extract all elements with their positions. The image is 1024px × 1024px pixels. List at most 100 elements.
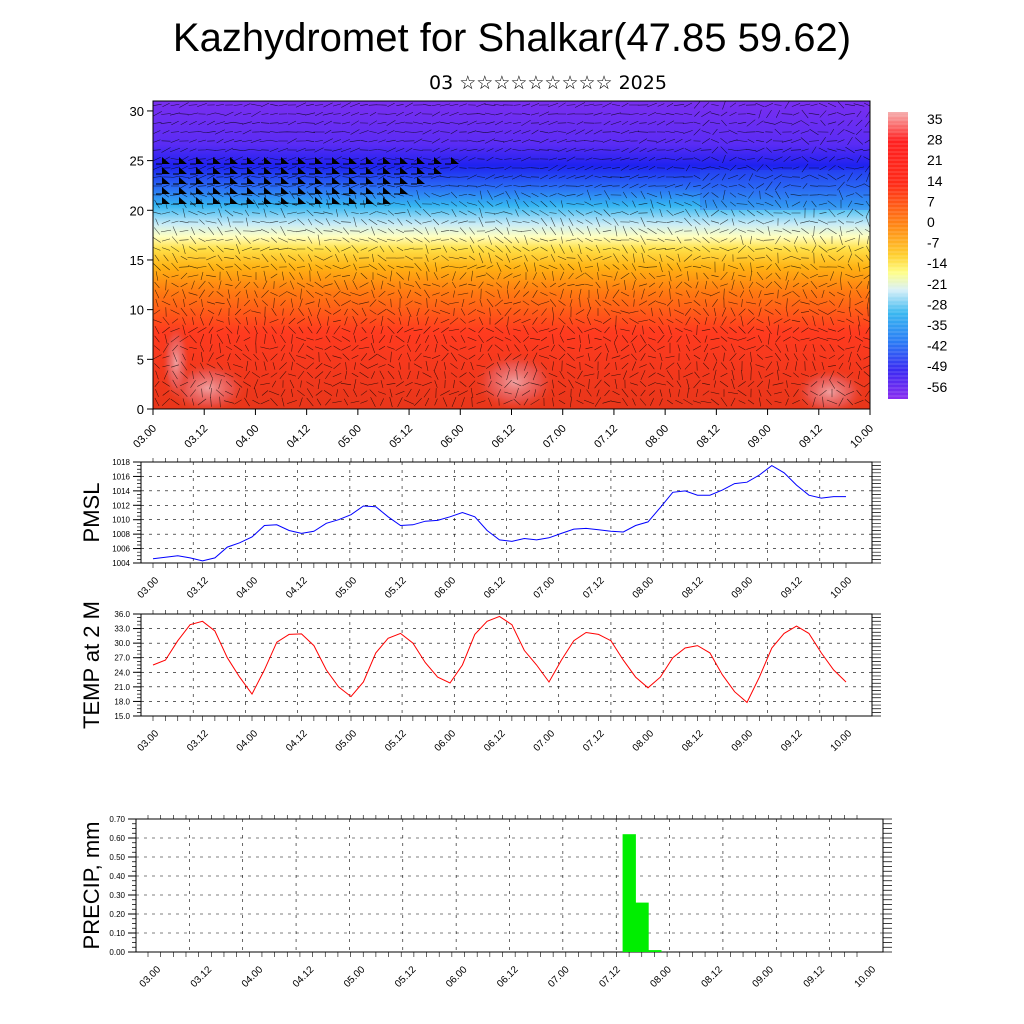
x-tick-label: 04.00: [240, 964, 266, 990]
y-tick-label: 25: [130, 154, 144, 169]
wind-barb: [179, 187, 187, 194]
wind-barb: [179, 157, 187, 164]
wind-barb: [366, 177, 374, 184]
colorbar-label: 14: [927, 173, 943, 189]
x-tick-label: 05.12: [383, 728, 409, 754]
wind-barb: [298, 157, 306, 164]
x-tick-label: 03.12: [182, 423, 210, 451]
wind-barb: [298, 197, 306, 204]
y-tick-label: 30.0: [114, 639, 130, 648]
precip-panel: 0.00 0.10 0.20 0.30 0.40 0.50 0.60 0.70 03.00 03.…: [79, 815, 892, 990]
x-tick-label: 05.12: [387, 423, 415, 451]
colorbar-label: -14: [927, 255, 947, 271]
wind-barb: [162, 187, 170, 194]
y-tick-label: 10: [130, 303, 144, 318]
x-tick-label: 09.12: [797, 423, 825, 451]
colorbar-label: -49: [927, 358, 947, 374]
colorbar-label: -56: [927, 379, 947, 395]
wind-barb: [366, 157, 374, 164]
colorbar-label: 0: [927, 214, 935, 230]
x-tick-label: 08.12: [680, 575, 706, 601]
y-axis-label: PMSL: [79, 483, 104, 543]
wind-barb: [264, 177, 272, 184]
x-tick-label: 06.12: [490, 423, 518, 451]
pmsl-series-line: [152, 464, 846, 562]
wind-barb: [400, 157, 408, 164]
x-tick-label: 06.00: [433, 728, 459, 754]
wind-barb: [213, 157, 221, 164]
wind-barb: [315, 157, 323, 164]
warm-spot: [794, 368, 866, 409]
wind-barb: [383, 197, 391, 204]
x-tick-label: 09.00: [730, 728, 756, 754]
y-tick-label: 36.0: [114, 610, 130, 619]
wind-barb: [417, 177, 425, 184]
wind-barb: [383, 177, 391, 184]
x-tick-label: 10.00: [829, 728, 855, 754]
wind-barb: [230, 167, 238, 174]
y-tick-label: 1014: [112, 487, 130, 496]
y-tick-label: 0.10: [109, 929, 125, 938]
wind-barb: [332, 177, 340, 184]
y-tick-label: 30: [130, 104, 144, 119]
wind-barb: [213, 197, 221, 204]
y-tick-label: 1016: [112, 472, 130, 481]
chart-subtitle: 03 ☆☆☆☆☆☆☆☆☆ 2025: [429, 72, 667, 94]
x-tick-label: 03.12: [185, 728, 211, 754]
wind-barb: [366, 167, 374, 174]
y-tick-label: 0.20: [109, 910, 125, 919]
x-tick-label: 07.00: [541, 423, 569, 451]
x-tick-label: 08.00: [631, 575, 657, 601]
wind-barb: [417, 157, 425, 164]
cold-band: [700, 170, 870, 210]
wind-barb: [315, 197, 323, 204]
x-tick-label: 03.00: [138, 964, 164, 990]
wind-barb: [349, 167, 357, 174]
wind-barb: [315, 187, 323, 194]
temp-2m-panel: 15.0 18.0 21.0 24.0 27.0 30.0 33.0 36.0 03.00 03.…: [79, 601, 881, 754]
x-tick-label: 06.00: [438, 423, 466, 451]
wind-barb: [196, 167, 204, 174]
wind-barb: [281, 177, 289, 184]
wind-barb: [196, 177, 204, 184]
y-tick-label: 0.50: [109, 853, 125, 862]
colorbar-label: -21: [927, 276, 947, 292]
x-tick-label: 10.00: [853, 964, 879, 990]
x-tick-label: 03.12: [185, 575, 211, 601]
y-tick-label: 1008: [112, 530, 130, 539]
x-tick-label: 09.12: [779, 728, 805, 754]
x-tick-label: 07.12: [592, 423, 620, 451]
chart-title: Kazhydromet for Shalkar(47.85 59.62): [172, 16, 852, 60]
wind-barb: [451, 157, 459, 164]
precip-bar: [622, 834, 636, 952]
wind-barb: [332, 187, 340, 194]
wind-barb: [247, 167, 255, 174]
colorbar-label: -7: [927, 235, 940, 251]
x-tick-label: 05.00: [334, 728, 360, 754]
x-tick-label: 09.00: [751, 964, 777, 990]
wind-barb: [383, 167, 391, 174]
colorbar-bands: [888, 115, 908, 397]
colorbar-label: -28: [927, 296, 947, 312]
colorbar-label: 28: [927, 132, 943, 148]
wind-barb: [162, 177, 170, 184]
x-tick-label: 03.00: [136, 728, 162, 754]
pmsl-panel: 1004 1006 1008 1010 1012 1014 1016 1018 03.00 03.…: [79, 458, 881, 601]
x-tick-label: 08.12: [680, 728, 706, 754]
y-tick-label: 24.0: [114, 668, 130, 677]
wind-barb: [298, 167, 306, 174]
x-tick-label: 03.00: [136, 575, 162, 601]
y-tick-label: 0.60: [109, 834, 125, 843]
x-tick-label: 04.12: [291, 964, 317, 990]
wind-barb: [349, 187, 357, 194]
temperature-wind-cross-section: 0 5 10 15 20 25 30 03.00 03.12 04.00 04.12 05.00 05.…: [130, 100, 876, 451]
wind-barb: [264, 167, 272, 174]
y-tick-label: 1010: [112, 516, 130, 525]
x-tick-label: 08.12: [695, 423, 723, 451]
y-tick-label: 0.30: [109, 891, 125, 900]
wind-barb: [383, 187, 391, 194]
wind-barb: [247, 187, 255, 194]
x-tick-label: 07.12: [597, 964, 623, 990]
x-tick-label: 07.00: [546, 964, 572, 990]
